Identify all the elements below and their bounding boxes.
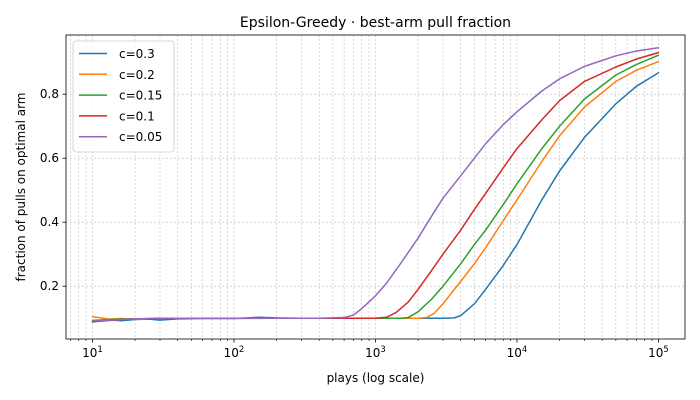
series-lines [91,47,660,323]
y-tick-label: 0.4 [40,215,59,229]
legend-box [72,40,175,153]
legend-label: c=0.3 [119,47,155,61]
x-tick-label: 103 [365,345,386,360]
legend-label: c=0.05 [119,130,162,144]
legend-label: c=0.2 [119,68,155,82]
y-tick-label: 0.8 [40,87,59,101]
y-tick-label: 0.6 [40,151,59,165]
series-line-5 [91,47,660,322]
axis-ticks: 101 102 103 104 105 0.2 0.4 0.6 0.8 [40,87,669,360]
x-tick-label: 102 [224,345,245,360]
x-tick-label: 101 [82,345,103,360]
chart-title: Epsilon-Greedy · best-arm pull fraction [240,15,511,31]
x-axis-label: plays (log scale) [327,371,425,385]
x-tick-label: 104 [507,345,528,360]
legend-label: c=0.1 [119,109,155,123]
legend: c=0.3 c=0.2 c=0.15 c=0.1 c=0.05 [72,40,175,153]
y-axis-label: fraction of pulls on optimal arm [14,93,28,282]
x-tick-label: 105 [648,345,669,360]
grid [66,35,685,339]
y-tick-label: 0.2 [40,279,59,293]
legend-label: c=0.15 [119,89,162,103]
